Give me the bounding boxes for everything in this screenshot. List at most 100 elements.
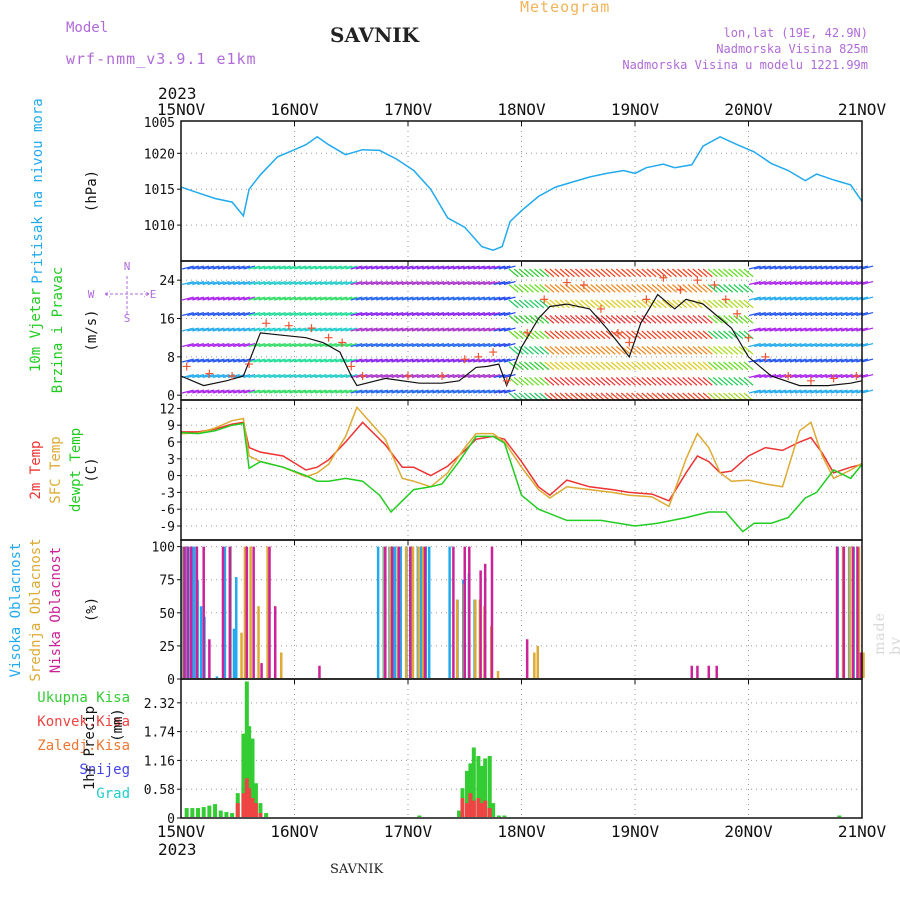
bar-cloud_low	[186, 546, 190, 678]
wind-barb	[779, 358, 792, 363]
wind-barb	[615, 315, 626, 324]
bar-cloud_low	[202, 546, 205, 678]
wind-barb	[498, 342, 511, 348]
wind-barb	[580, 268, 591, 278]
wind-barb	[569, 315, 580, 324]
wind-barb	[620, 268, 631, 278]
wind-barb	[554, 315, 565, 324]
x-tick-label: 16NOV	[270, 100, 319, 119]
wind-barb	[350, 265, 363, 270]
wind-barb	[529, 361, 540, 371]
wind-barb	[728, 330, 739, 340]
wind-barb	[243, 373, 256, 379]
wind-barb	[263, 327, 276, 332]
bar-cloud_low	[228, 546, 232, 678]
wind-barb	[830, 265, 843, 270]
wind-barb	[406, 296, 419, 301]
wind-barb	[207, 358, 220, 363]
wind-barb	[335, 389, 348, 394]
wind-barb	[789, 327, 802, 332]
wind-barb	[304, 342, 317, 348]
bar-cloud_high	[215, 676, 219, 678]
wind-barb	[835, 265, 848, 270]
wind-barb	[355, 358, 368, 363]
wind-barb	[513, 330, 524, 340]
wind-barb	[845, 342, 858, 348]
bar-cloud_high	[199, 606, 203, 678]
wind-barb	[825, 389, 838, 394]
wind-barb	[666, 361, 677, 371]
wind-barb	[692, 284, 703, 293]
wind-barb	[605, 299, 616, 309]
wind-barb	[702, 361, 713, 371]
wind-barb	[187, 280, 200, 286]
wind-barb	[523, 268, 534, 278]
wind-barb	[243, 389, 256, 394]
wind-barb	[248, 327, 261, 332]
wind-barb	[585, 377, 596, 386]
wind-barb	[733, 284, 744, 293]
wind-barb	[437, 311, 450, 317]
wind-barb	[401, 265, 414, 270]
x-tick-label: 18NOV	[497, 822, 546, 841]
wind-barb	[355, 311, 368, 317]
wind-barb	[192, 280, 205, 286]
wind-barb	[840, 342, 853, 348]
wind-barb	[304, 389, 317, 394]
wind-barb	[335, 342, 348, 348]
compass-n: N	[124, 260, 131, 273]
wind-barb	[340, 265, 353, 270]
wind-barb	[350, 327, 363, 332]
wind-barb	[493, 311, 506, 317]
wind-barb	[324, 389, 337, 394]
wind-barb	[319, 389, 332, 394]
wind-barb	[427, 265, 440, 270]
wind-barb	[447, 296, 460, 301]
wind-barb	[212, 358, 225, 363]
wind-barb	[258, 373, 271, 379]
year-label: 2023	[158, 840, 197, 859]
wind-barb	[197, 373, 210, 379]
wind-barb	[554, 330, 565, 340]
wind-barb	[784, 358, 797, 363]
wind-barb	[799, 342, 812, 348]
wind-barb	[330, 265, 343, 270]
wind-barb	[376, 389, 388, 394]
wind-barb	[835, 280, 848, 286]
wind-barb	[452, 296, 465, 301]
y-tick-label: 9	[167, 419, 175, 434]
wind-barb	[794, 265, 807, 270]
wind-barb	[707, 315, 718, 324]
wind-barb	[656, 268, 667, 278]
wind-barb	[815, 373, 828, 379]
wind-barb	[605, 268, 616, 278]
wind-barb	[493, 389, 506, 394]
wind-barb	[330, 358, 343, 363]
wind-barb	[687, 346, 698, 355]
wind-barb	[473, 296, 486, 301]
wind-barb	[483, 358, 496, 363]
wind-barb	[253, 280, 266, 286]
wind-barb	[544, 361, 555, 371]
wind-barb	[789, 358, 802, 363]
wind-barb	[600, 315, 611, 324]
wind-barb	[554, 377, 565, 386]
wind-barb	[314, 280, 327, 286]
wind-barb	[779, 311, 792, 317]
wind-barb	[805, 327, 818, 332]
wind-barb	[340, 327, 353, 332]
wind-barb	[631, 268, 642, 278]
wind-barb	[330, 311, 343, 317]
wind-barb	[381, 265, 394, 270]
bar-precip_total	[468, 763, 473, 817]
wind-barb	[370, 389, 383, 394]
wind-barb	[820, 327, 833, 332]
wind-barb	[391, 373, 404, 379]
wind-barb	[299, 311, 312, 317]
wind-barb	[590, 315, 601, 324]
bar-cloud_low	[483, 563, 487, 678]
wind-barb	[289, 296, 302, 301]
wind-barb	[355, 280, 368, 286]
wind-barb	[483, 311, 496, 317]
